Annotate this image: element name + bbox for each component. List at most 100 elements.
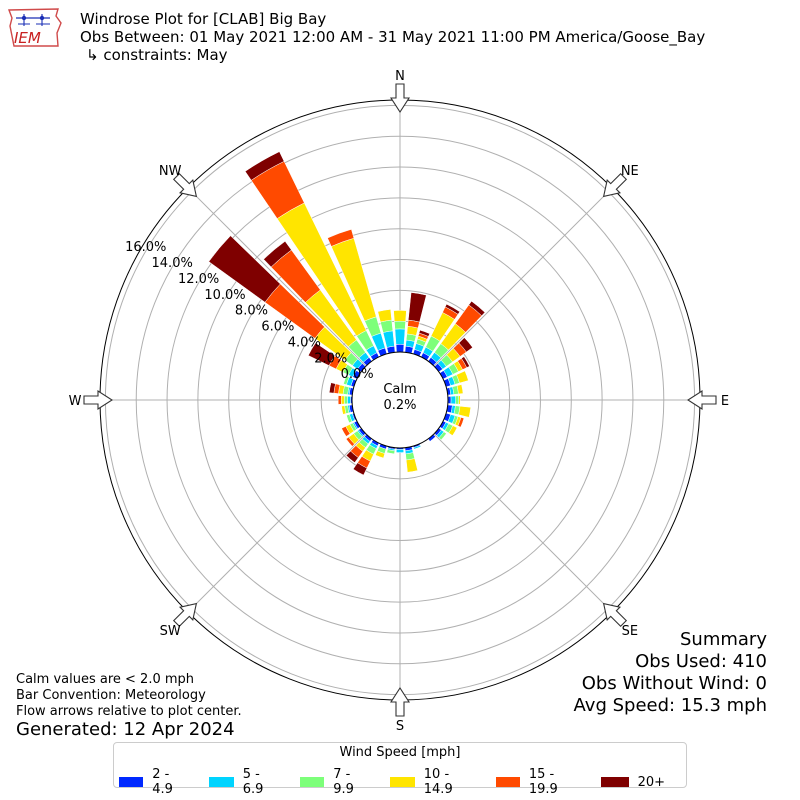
legend-label: 10 - 14.9 (423, 767, 453, 797)
legend-label: 20+ (637, 774, 666, 790)
wind-bar-segment (407, 292, 427, 323)
radial-tick-label: 10.0% (204, 288, 245, 303)
radial-tick-label: 0.0% (341, 367, 374, 382)
wind-bar-segment (263, 240, 292, 268)
wind-bar-segment (307, 342, 336, 366)
legend-entry: 10 - 14.9 (390, 767, 474, 797)
legend-label: 7 - 9.9 (333, 767, 354, 797)
flow-arrow-icon (172, 602, 198, 628)
wind-bar-segment (458, 395, 461, 405)
direction-label: SE (622, 624, 638, 639)
legend-entry: 7 - 9.9 (299, 767, 369, 797)
windrose-labels: N NE E SE S SW W NW 0.0%2.0%4.0%6.0%8.0%10.0%12.… (69, 69, 730, 734)
wind-bar-segment (345, 450, 359, 463)
flow-arrow-icon (602, 602, 628, 628)
legend-swatch (119, 777, 144, 787)
direction-label: SW (160, 624, 181, 639)
summary-obs-used: Obs Used: 410 (635, 651, 767, 672)
wind-bar-segment (457, 417, 465, 428)
wind-bar-segment (380, 319, 394, 333)
legend-swatch (209, 777, 234, 787)
wind-bar-segment (438, 431, 447, 441)
wind-bar-segment (382, 330, 395, 348)
legend-swatch (299, 777, 325, 787)
flow-arrow-icon (172, 172, 198, 198)
legend-entry: 5 - 6.9 (209, 767, 278, 797)
chart-constraints: ↳ constraints: May (86, 46, 228, 64)
radial-tick-label: 2.0% (314, 351, 347, 366)
wind-bar-segment (347, 395, 351, 405)
flow-arrow-icon (83, 389, 114, 411)
note-arrows: Flow arrows relative to plot center. (16, 704, 242, 719)
wind-bar-segment (341, 405, 347, 415)
summary-avg-speed: Avg Speed: 15.3 mph (573, 695, 767, 716)
wind-bar-segment (352, 462, 368, 476)
legend: Wind Speed [mph] 2 - 4.9 5 - 6.9 7 - 9.9 10… (113, 742, 687, 797)
flow-arrow-icon (686, 389, 717, 411)
flow-arrow-icon (389, 686, 411, 717)
summary-title: Summary (680, 629, 767, 650)
wind-bar-segment (327, 229, 355, 247)
direction-label: W (69, 394, 82, 409)
grid-spoke (187, 187, 367, 367)
calm-label: Calm 0.2% (370, 382, 430, 414)
calm-circle (351, 351, 449, 449)
radial-tick-label: 12.0% (178, 272, 219, 287)
wind-bar-segment (413, 444, 422, 450)
legend-swatch (390, 777, 415, 787)
wind-bar-segment (337, 395, 342, 405)
wind-bar-segment (394, 328, 406, 345)
wind-bar-segment (450, 395, 456, 405)
grid-spoke (433, 187, 613, 367)
wind-bar-segment (244, 151, 285, 181)
wind-bar-segment (444, 303, 461, 315)
wind-bar-segment (458, 405, 472, 418)
flow-arrow-icon (602, 172, 628, 198)
legend-items: 2 - 4.9 5 - 6.9 7 - 9.9 10 - 14.9 15 - 19.9 2… (119, 767, 686, 797)
flow-arrow-icon (389, 83, 411, 114)
windrose-bars (208, 151, 486, 476)
generated-date: Generated: 12 Apr 2024 (16, 719, 235, 740)
wind-bar-segment (341, 426, 351, 437)
legend-swatch (495, 777, 520, 787)
calm-title: Calm (383, 382, 417, 397)
wind-bar-segment (395, 449, 405, 453)
logo-text: IEM (14, 29, 41, 47)
iem-logo: IEM (6, 6, 64, 50)
chart-title: Windrose Plot for [CLAB] Big Bay (80, 10, 327, 28)
legend-entry: 15 - 19.9 (495, 767, 580, 797)
grid-spoke (433, 433, 613, 613)
legend-swatch (600, 777, 629, 787)
direction-label: NE (621, 164, 639, 179)
chart-period: Obs Between: 01 May 2021 12:00 AM - 31 M… (80, 28, 706, 46)
note-calm: Calm values are < 2.0 mph (16, 672, 195, 687)
direction-label: NW (159, 164, 182, 179)
calm-value: 0.2% (383, 398, 417, 413)
radial-tick-label: 8.0% (235, 304, 268, 319)
wind-bar-segment (456, 384, 464, 395)
radial-tick-label: 14.0% (152, 256, 193, 271)
radial-tick-label: 4.0% (288, 335, 321, 350)
windrose-overlay (83, 83, 717, 717)
wind-bar-segment (418, 329, 431, 337)
note-convention: Bar Convention: Meteorology (16, 688, 206, 703)
direction-label: S (396, 719, 404, 734)
direction-label: E (721, 394, 729, 409)
wind-bar-segment (208, 235, 281, 303)
wind-bar-segment (340, 395, 345, 405)
legend-entry: 2 - 4.9 (119, 767, 188, 797)
wind-bar-segment (393, 310, 407, 322)
wind-bar-segment (405, 458, 419, 473)
legend-entry: 20+ (600, 767, 666, 797)
radial-tick-label: 16.0% (125, 240, 166, 255)
wind-bar-segment (386, 449, 396, 455)
legend-label: 5 - 6.9 (242, 767, 264, 797)
wind-bar-segment (328, 382, 336, 394)
summary-obs-without-wind: Obs Without Wind: 0 (581, 673, 767, 694)
wind-bar-segment (458, 337, 473, 353)
wind-bar-segment (344, 395, 348, 405)
wind-bar-segment (395, 344, 405, 353)
iowa-map-icon: IEM (7, 8, 62, 47)
wind-bar-segment (346, 414, 353, 424)
